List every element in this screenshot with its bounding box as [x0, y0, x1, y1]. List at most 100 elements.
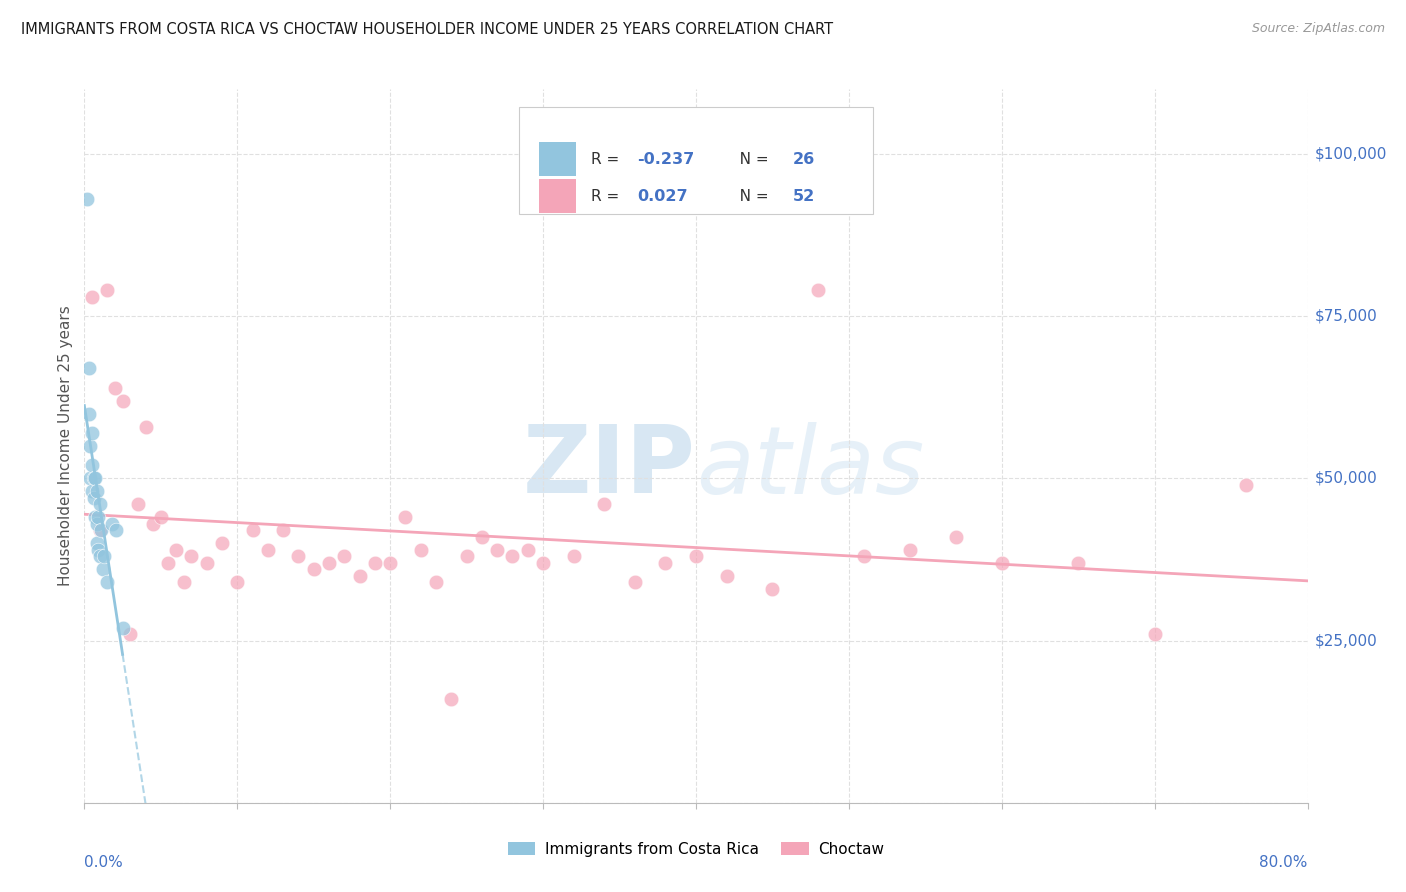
Point — [86, 516, 108, 531]
Point — [87, 542, 110, 557]
Point — [104, 381, 127, 395]
Point — [90, 524, 112, 538]
Point — [77, 407, 100, 421]
Text: N =: N = — [725, 152, 773, 167]
Point — [531, 556, 554, 570]
Point — [84, 510, 107, 524]
Point — [101, 516, 124, 531]
Text: $100,000: $100,000 — [1315, 146, 1388, 161]
Text: 0.0%: 0.0% — [84, 855, 124, 870]
Point — [105, 524, 128, 538]
Point — [195, 556, 218, 570]
Point — [111, 621, 134, 635]
Point — [1067, 556, 1090, 570]
Point — [120, 627, 142, 641]
Point — [394, 510, 416, 524]
Point — [79, 439, 101, 453]
Point — [91, 562, 114, 576]
Point — [211, 536, 233, 550]
Point — [425, 575, 447, 590]
Point — [409, 542, 432, 557]
Legend: Immigrants from Costa Rica, Choctaw: Immigrants from Costa Rica, Choctaw — [502, 836, 890, 863]
Point — [502, 549, 524, 564]
Point — [761, 582, 783, 596]
Point — [853, 549, 876, 564]
Point — [991, 556, 1014, 570]
Point — [135, 419, 157, 434]
Point — [76, 193, 98, 207]
Text: 80.0%: 80.0% — [1260, 855, 1308, 870]
Point — [624, 575, 647, 590]
Point — [257, 542, 280, 557]
Point — [807, 283, 830, 297]
Text: R =: R = — [591, 189, 624, 203]
Point — [80, 425, 103, 440]
Point — [898, 542, 921, 557]
Point — [562, 549, 585, 564]
Text: $75,000: $75,000 — [1315, 309, 1378, 324]
Point — [142, 516, 165, 531]
Text: $25,000: $25,000 — [1315, 633, 1378, 648]
Point — [226, 575, 249, 590]
Point — [89, 524, 111, 538]
Point — [685, 549, 707, 564]
Text: -0.237: -0.237 — [637, 152, 695, 167]
Point — [1143, 627, 1166, 641]
Text: 26: 26 — [793, 152, 815, 167]
Point — [173, 575, 195, 590]
Point — [149, 510, 172, 524]
Point — [89, 497, 111, 511]
Point — [945, 530, 967, 544]
Point — [165, 542, 187, 557]
Point — [89, 549, 111, 564]
Point — [111, 393, 134, 408]
Point — [516, 542, 538, 557]
Point — [471, 530, 494, 544]
FancyBboxPatch shape — [519, 107, 873, 214]
Text: R =: R = — [591, 152, 624, 167]
Text: N =: N = — [725, 189, 773, 203]
Point — [77, 361, 100, 376]
Point — [83, 491, 105, 505]
Text: atlas: atlas — [696, 422, 924, 513]
Point — [654, 556, 676, 570]
Point — [83, 471, 105, 485]
Text: Source: ZipAtlas.com: Source: ZipAtlas.com — [1251, 22, 1385, 36]
Point — [157, 556, 180, 570]
Point — [180, 549, 202, 564]
Point — [93, 549, 115, 564]
Text: IMMIGRANTS FROM COSTA RICA VS CHOCTAW HOUSEHOLDER INCOME UNDER 25 YEARS CORRELAT: IMMIGRANTS FROM COSTA RICA VS CHOCTAW HO… — [21, 22, 834, 37]
FancyBboxPatch shape — [540, 142, 576, 177]
Point — [84, 471, 107, 485]
Point — [593, 497, 616, 511]
Point — [1234, 478, 1257, 492]
Point — [242, 524, 264, 538]
Point — [349, 568, 371, 582]
Point — [302, 562, 325, 576]
Point — [80, 484, 103, 499]
Point — [456, 549, 478, 564]
Point — [271, 524, 294, 538]
Point — [716, 568, 738, 582]
Point — [440, 692, 463, 706]
Point — [127, 497, 149, 511]
Point — [79, 471, 101, 485]
Point — [80, 458, 103, 473]
Point — [364, 556, 387, 570]
Point — [87, 510, 110, 524]
Text: 52: 52 — [793, 189, 815, 203]
Y-axis label: Householder Income Under 25 years: Householder Income Under 25 years — [58, 306, 73, 586]
Point — [86, 484, 108, 499]
Point — [318, 556, 340, 570]
FancyBboxPatch shape — [540, 179, 576, 213]
Point — [333, 549, 356, 564]
Point — [80, 290, 103, 304]
Text: 0.027: 0.027 — [637, 189, 688, 203]
Point — [380, 556, 402, 570]
Point — [86, 536, 108, 550]
Text: ZIP: ZIP — [523, 421, 696, 514]
Text: $50,000: $50,000 — [1315, 471, 1378, 486]
Point — [486, 542, 509, 557]
Point — [96, 575, 118, 590]
Point — [96, 283, 118, 297]
